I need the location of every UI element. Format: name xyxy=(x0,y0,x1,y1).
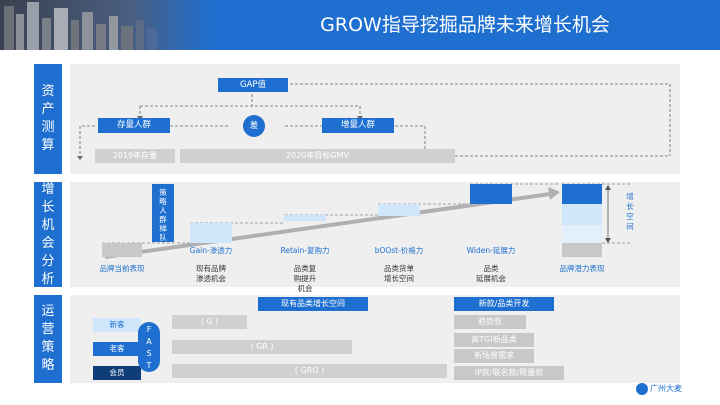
retain-label: Retain-复购力 xyxy=(280,246,330,255)
retain-desc: 品类复 购提升 机会 xyxy=(293,264,317,293)
widen-desc: 品类 延展机会 xyxy=(476,264,506,283)
logo-icon xyxy=(636,382,648,395)
widen-bar xyxy=(470,184,512,204)
fast-pill xyxy=(138,322,160,372)
gap-value-box: GAP值 xyxy=(218,78,288,92)
ip-item: IP款/联名款/限量款 xyxy=(454,366,564,380)
potential-top-bar xyxy=(562,184,602,204)
gain-label: Gain-渗透力 xyxy=(189,246,233,255)
gain-desc: 现有品牌 渗透机会 xyxy=(196,264,226,283)
brand-logo: 广州大麦 xyxy=(636,380,716,398)
brand-current-bar xyxy=(102,243,142,257)
boost-label: bOOst-价格力 xyxy=(374,246,424,255)
gr-bar: ( GR ) xyxy=(172,340,352,354)
new-customer-label: 新客 xyxy=(93,318,141,332)
incremental-crowd-box: 增量人群 xyxy=(322,118,394,133)
g-bar: ( G ) xyxy=(172,315,247,329)
potential-low-bar xyxy=(562,225,602,243)
city-skyline-photo xyxy=(0,0,215,50)
high-tgi-item: 高TGI新品类 xyxy=(454,333,534,347)
strategy-crowd-label: 策略人群梯队 xyxy=(159,188,167,242)
year-2020-target-bar: 2020年目标GMV xyxy=(180,149,455,163)
gain-bar xyxy=(190,223,232,243)
assets-connectors xyxy=(77,83,671,160)
widen-label: Widen-延展力 xyxy=(466,246,516,255)
boost-bar xyxy=(378,204,420,216)
diff-label: 差 xyxy=(249,121,259,131)
new-product-dev-box: 新款/品类开发 xyxy=(454,297,554,311)
member-label: 会员 xyxy=(93,366,141,380)
trend-item: 趋势款 xyxy=(454,315,526,329)
strategy-crowd-bar xyxy=(152,184,174,242)
header-banner: GROW指导挖掘品牌未来增长机会 xyxy=(0,0,720,50)
page-title: GROW指导挖掘品牌未来增长机会 xyxy=(320,14,610,36)
old-customer-label: 老客 xyxy=(93,342,141,356)
boost-desc: 品类货单 增长空间 xyxy=(384,264,414,283)
gro-bar: ( GRO ) xyxy=(172,364,447,378)
section-label-assets: 资产测算 xyxy=(34,64,62,174)
new-scene-item: 新场景需求 xyxy=(454,349,534,363)
brand-potential-label: 品牌潜力表现 xyxy=(559,264,605,273)
retain-bar xyxy=(284,215,326,221)
section-label-growth: 增长机会分析 xyxy=(34,182,62,287)
year-2019-stock-bar: 2019年存量 xyxy=(95,149,175,163)
growth-space-label: 增长空间 xyxy=(626,192,634,231)
existing-category-space-box: 现有品类增长空间 xyxy=(258,297,368,311)
existing-crowd-box: 存量人群 xyxy=(98,118,170,133)
diff-circle xyxy=(243,115,265,137)
potential-base-bar xyxy=(562,243,602,257)
potential-mid-bar xyxy=(562,204,602,225)
section-label-ops: 运营策略 xyxy=(34,295,62,383)
brand-current-label: 品牌当前表现 xyxy=(99,264,145,273)
